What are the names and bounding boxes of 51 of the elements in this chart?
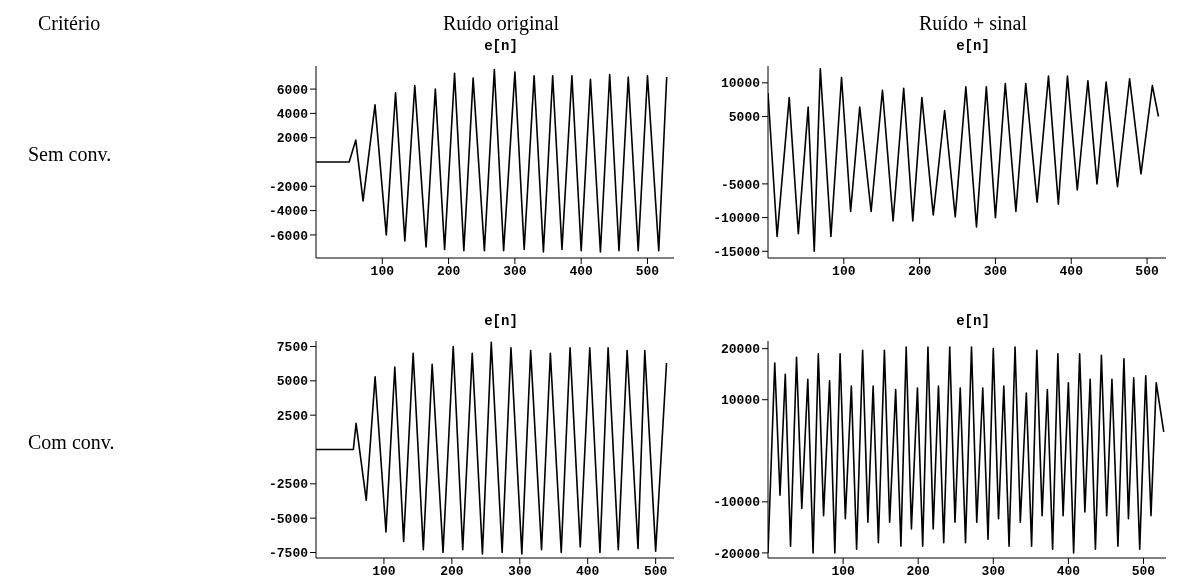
x-tick-label: 400: [576, 564, 600, 580]
y-tick-label: -10000: [713, 495, 761, 511]
x-tick-label: 100: [372, 564, 396, 580]
y-tick-label: 5000: [728, 110, 761, 126]
text: Ruído + sinal: [918, 12, 1028, 35]
x-tick-label: 200: [906, 564, 931, 580]
chart-title: e[n]: [483, 38, 519, 56]
text: Critério: [38, 12, 101, 35]
y-tick-label: -10000: [713, 211, 761, 227]
y-tick-label: 20000: [720, 342, 761, 358]
x-tick-label: 100: [831, 564, 855, 580]
x-tick-label: 400: [569, 264, 594, 280]
y-tick-label: -5000: [720, 177, 761, 193]
line-series: [316, 341, 668, 555]
x-tick-label: 200: [436, 264, 461, 280]
chart-title: e[n]: [955, 38, 991, 56]
x-tick-label: 300: [503, 264, 527, 280]
chart-title: e[n]: [955, 313, 991, 331]
x-tick-label: 200: [440, 564, 464, 580]
x-tick-label: 500: [1131, 564, 1156, 580]
text: Ruído original: [441, 12, 561, 35]
x-tick-label: 400: [1059, 264, 1084, 280]
y-tick-label: -5000: [268, 511, 309, 527]
y-tick-label: 6000: [276, 82, 309, 98]
x-tick-label: 400: [1056, 564, 1081, 580]
y-tick-label: -7500: [268, 546, 309, 562]
y-tick-label: -6000: [268, 228, 309, 244]
x-tick-label: 100: [832, 264, 856, 280]
y-tick-label: 10000: [720, 393, 761, 409]
x-tick-label: 300: [981, 564, 1006, 580]
y-tick-label: -4000: [268, 204, 309, 220]
y-tick-label: -2500: [268, 477, 309, 493]
y-tick-label: -2000: [268, 179, 309, 195]
x-tick-label: 300: [983, 264, 1008, 280]
y-tick-label: 5000: [276, 374, 309, 390]
chart-title: e[n]: [483, 313, 519, 331]
x-tick-label: 100: [370, 264, 395, 280]
y-tick-label: 7500: [276, 340, 309, 356]
y-tick-label: -15000: [713, 244, 761, 260]
y-tick-label: 10000: [720, 76, 761, 92]
text: Sem conv.: [28, 143, 112, 166]
x-tick-label: 500: [635, 264, 660, 280]
y-tick-label: 4000: [276, 107, 309, 123]
x-tick-label: 500: [1135, 264, 1159, 280]
y-tick-label: 2000: [276, 131, 309, 147]
x-tick-label: 300: [508, 564, 532, 580]
text: Com conv.: [28, 430, 115, 454]
y-tick-label: 2500: [276, 408, 309, 424]
x-tick-label: 500: [643, 564, 668, 580]
x-tick-label: 200: [907, 264, 932, 280]
y-tick-label: -20000: [713, 546, 761, 562]
